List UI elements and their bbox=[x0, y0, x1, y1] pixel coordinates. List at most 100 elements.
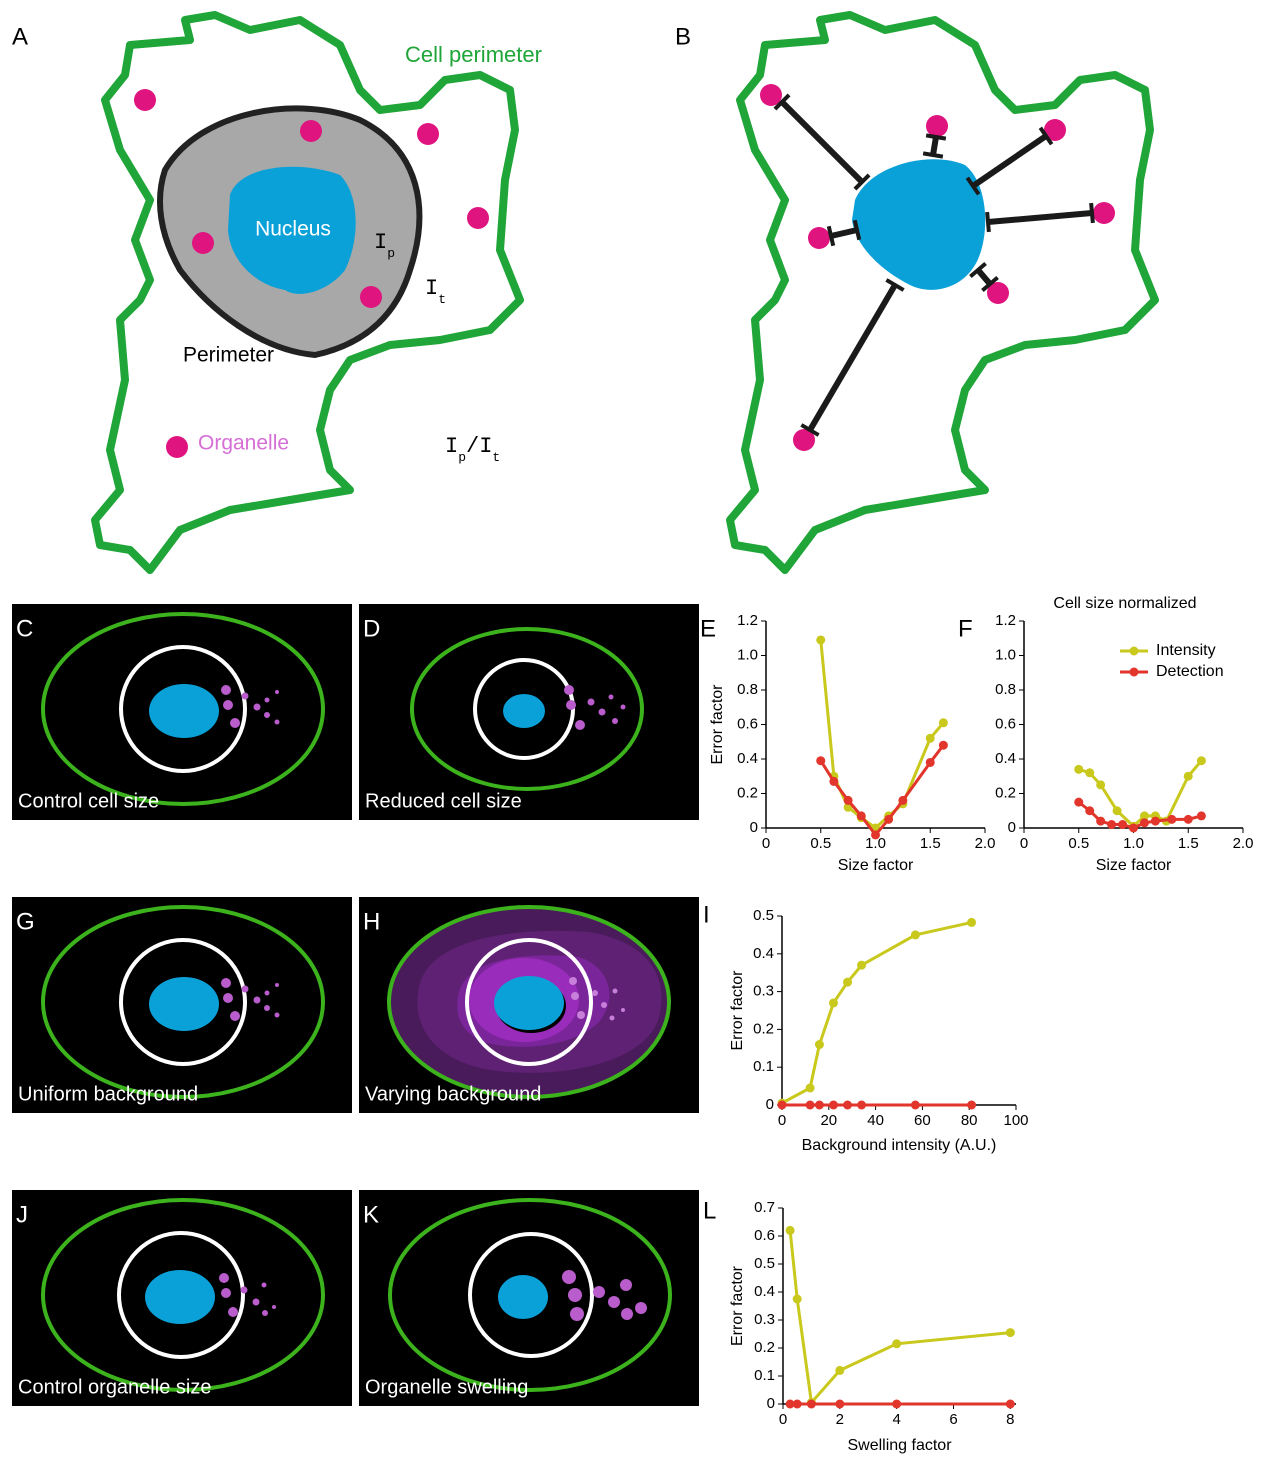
image-panel: CControl cell size bbox=[12, 604, 352, 820]
label: Organelle bbox=[198, 432, 289, 455]
data-point bbox=[807, 1400, 816, 1409]
x-tick-label: 2 bbox=[836, 1411, 844, 1428]
connector bbox=[810, 285, 895, 430]
y-axis-label: Error factor bbox=[729, 970, 746, 1051]
label: Cell perimeter bbox=[405, 42, 542, 67]
data-point bbox=[1006, 1400, 1015, 1409]
data-point bbox=[816, 635, 825, 644]
y-tick-label: 0.2 bbox=[754, 1339, 775, 1356]
x-tick-label: 0 bbox=[1020, 835, 1028, 852]
data-point bbox=[857, 1101, 866, 1110]
x-tick-label: 1.5 bbox=[920, 835, 941, 852]
data-point bbox=[843, 1101, 852, 1110]
x-tick-label: 1.5 bbox=[1178, 835, 1199, 852]
data-point bbox=[1118, 820, 1127, 829]
y-tick-label: 0.4 bbox=[753, 945, 774, 962]
y-tick-label: 0 bbox=[766, 1096, 774, 1113]
x-tick-label: 20 bbox=[820, 1112, 837, 1129]
symbol: I bbox=[445, 434, 458, 459]
data-point bbox=[926, 734, 935, 743]
y-tick-label: 1.0 bbox=[995, 646, 1016, 663]
data-point bbox=[892, 1400, 901, 1409]
subscript: p bbox=[387, 246, 395, 261]
symbol: I bbox=[374, 230, 387, 255]
legend-label: Detection bbox=[1156, 663, 1224, 680]
panel-letter: H bbox=[363, 908, 380, 935]
x-tick-label: 8 bbox=[1006, 1411, 1014, 1428]
x-tick-label: 40 bbox=[867, 1112, 884, 1129]
y-tick-label: 0.2 bbox=[753, 1020, 774, 1037]
panel-letter: I bbox=[703, 901, 710, 928]
subscript: p bbox=[458, 450, 466, 465]
chart-title: Cell size normalized bbox=[1053, 595, 1196, 612]
data-point bbox=[871, 830, 880, 839]
data-point bbox=[844, 796, 853, 805]
data-point bbox=[815, 1101, 824, 1110]
end-bar bbox=[987, 212, 989, 232]
data-point bbox=[1197, 756, 1206, 765]
y-tick-label: 0.7 bbox=[754, 1199, 775, 1216]
data-point bbox=[857, 811, 866, 820]
y-tick-label: 0.8 bbox=[995, 681, 1016, 698]
y-tick-label: 0 bbox=[1008, 819, 1016, 836]
data-point bbox=[815, 1040, 824, 1049]
panel-letter: A bbox=[12, 23, 28, 50]
data-point bbox=[1085, 806, 1094, 815]
y-tick-label: 0.1 bbox=[753, 1058, 774, 1075]
y-tick-label: 0.5 bbox=[753, 907, 774, 924]
x-tick-label: 2.0 bbox=[1233, 835, 1254, 852]
symbol: I bbox=[479, 434, 492, 459]
data-point bbox=[829, 777, 838, 786]
y-tick-label: 0.6 bbox=[737, 715, 758, 732]
series-line bbox=[782, 922, 972, 1103]
connector bbox=[973, 136, 1046, 186]
legend-swatch bbox=[1130, 668, 1139, 677]
y-axis-label: Error factor bbox=[729, 1265, 746, 1346]
panel-letter: G bbox=[16, 908, 35, 935]
data-point bbox=[939, 741, 948, 750]
y-tick-label: 0.6 bbox=[995, 715, 1016, 732]
x-tick-label: 0 bbox=[778, 1112, 786, 1129]
series-line bbox=[790, 1230, 1010, 1402]
data-point bbox=[911, 930, 920, 939]
panel-letter: F bbox=[958, 615, 973, 642]
y-tick-label: 0.4 bbox=[995, 750, 1016, 767]
x-tick-label: 0.5 bbox=[1068, 835, 1089, 852]
panel-b: B bbox=[675, 15, 1155, 570]
caption: Varying background bbox=[365, 1083, 541, 1105]
formula: It bbox=[425, 276, 446, 308]
data-point bbox=[926, 758, 935, 767]
y-tick-label: 0.8 bbox=[737, 681, 758, 698]
data-point bbox=[829, 1101, 838, 1110]
data-point bbox=[967, 1101, 976, 1110]
end-bar bbox=[923, 153, 943, 156]
x-tick-label: 0 bbox=[762, 835, 770, 852]
data-point bbox=[1107, 820, 1116, 829]
data-point bbox=[786, 1226, 795, 1235]
data-point bbox=[898, 796, 907, 805]
data-point bbox=[892, 1339, 901, 1348]
page: {"panel_a":{"letter":"A","cell_perimeter… bbox=[0, 0, 1266, 1457]
panel-letter: C bbox=[16, 615, 33, 642]
data-point bbox=[1167, 815, 1176, 824]
data-point bbox=[835, 1400, 844, 1409]
end-bar bbox=[926, 135, 946, 138]
y-tick-label: 0.3 bbox=[754, 1311, 775, 1328]
end-bar bbox=[829, 226, 833, 245]
data-point bbox=[843, 978, 852, 987]
y-tick-label: 0.1 bbox=[754, 1367, 775, 1384]
data-point bbox=[793, 1400, 802, 1409]
y-tick-label: 0 bbox=[750, 819, 758, 836]
data-point bbox=[1074, 765, 1083, 774]
data-point bbox=[816, 756, 825, 765]
y-tick-label: 0.6 bbox=[754, 1227, 775, 1244]
cell-outline bbox=[730, 15, 1155, 570]
x-tick-label: 0 bbox=[779, 1411, 787, 1428]
x-tick-label: 80 bbox=[961, 1112, 978, 1129]
x-tick-label: 0.5 bbox=[810, 835, 831, 852]
panel-letter: B bbox=[675, 23, 691, 50]
caption: Reduced cell size bbox=[365, 790, 522, 812]
data-point bbox=[967, 918, 976, 927]
y-tick-label: 0.2 bbox=[995, 784, 1016, 801]
